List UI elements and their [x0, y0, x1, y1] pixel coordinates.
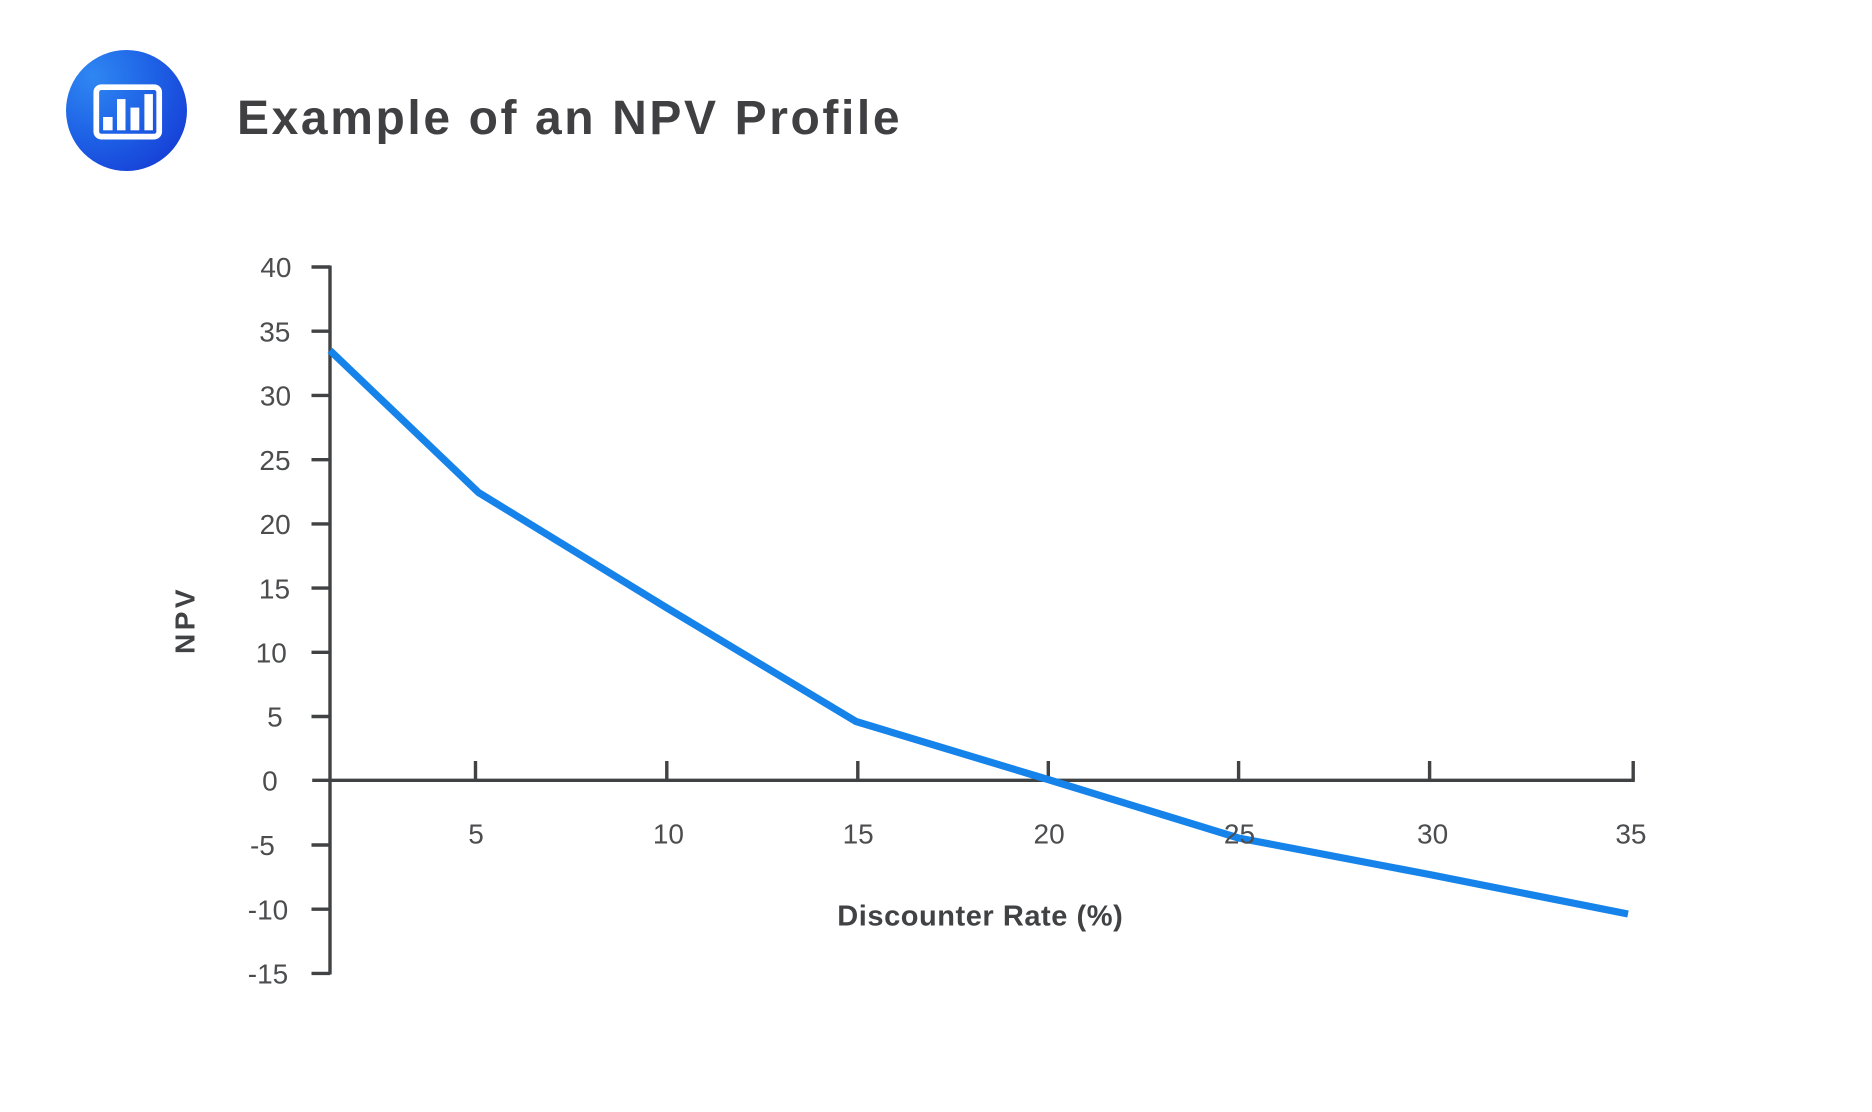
- svg-text:5: 5: [267, 702, 283, 733]
- svg-text:10: 10: [256, 638, 287, 669]
- svg-text:30: 30: [260, 381, 291, 412]
- svg-text:0: 0: [262, 766, 278, 797]
- svg-text:NPV: NPV: [170, 586, 201, 654]
- svg-text:10: 10: [653, 819, 684, 850]
- svg-text:25: 25: [1224, 819, 1255, 850]
- svg-text:35: 35: [259, 316, 290, 347]
- svg-text:25: 25: [259, 445, 290, 476]
- svg-text:15: 15: [843, 819, 874, 850]
- svg-text:-15: -15: [248, 959, 288, 990]
- svg-text:Discounter Rate (%): Discounter Rate (%): [837, 901, 1123, 933]
- svg-text:-10: -10: [248, 894, 288, 925]
- svg-text:20: 20: [1034, 819, 1065, 850]
- svg-text:5: 5: [468, 819, 484, 850]
- svg-text:20: 20: [260, 509, 291, 540]
- svg-text:30: 30: [1417, 819, 1448, 850]
- svg-text:40: 40: [260, 252, 291, 283]
- svg-text:-5: -5: [250, 830, 275, 861]
- svg-text:35: 35: [1615, 819, 1646, 850]
- svg-text:15: 15: [259, 573, 290, 604]
